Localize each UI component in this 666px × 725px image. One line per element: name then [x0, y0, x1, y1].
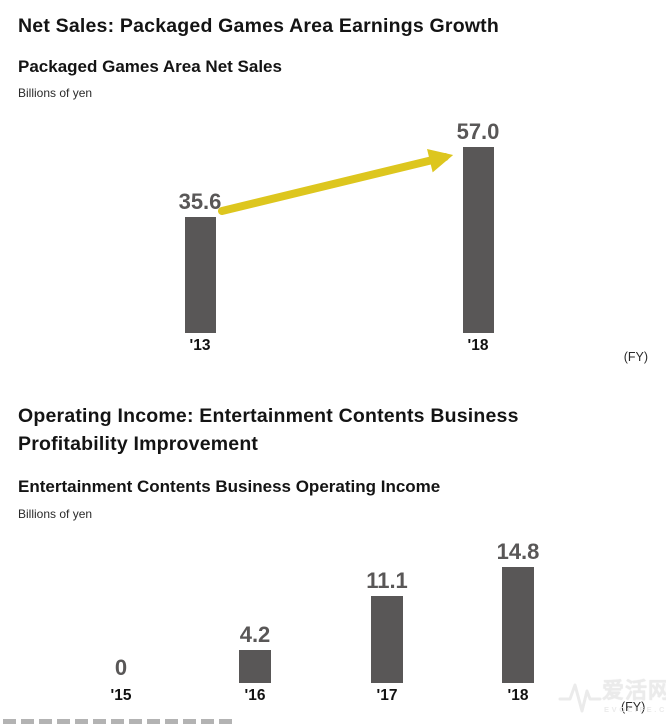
bar-value-label-15: 0: [114, 655, 128, 680]
fy-label-operating-income: (FY): [621, 700, 646, 714]
unit-label-operating-income: Billions of yen: [18, 507, 93, 521]
x-tick-label-17: '17: [376, 687, 398, 704]
section-title-net-sales: Net Sales: Packaged Games Area Earnings …: [18, 15, 499, 37]
x-tick-label-15: '15: [110, 687, 132, 704]
bar-value-label-13: 35.6: [178, 189, 222, 214]
x-tick-label-13: '13: [189, 337, 211, 354]
fy-label-net-sales: (FY): [623, 350, 648, 364]
section-title-operating-income: Operating Income: Entertainment Contents…: [18, 405, 519, 455]
cropped-next-section-text: [3, 719, 237, 724]
bar-16: [239, 650, 271, 683]
bar-value-label-17: 11.1: [366, 568, 408, 593]
chart-title-operating-income: Entertainment Contents Business Operatin…: [18, 477, 441, 496]
evolife-watermark: 爱活网 EVOLIFE.CN: [558, 672, 666, 722]
bar-18: [462, 147, 494, 333]
watermark-site-domain: EVOLIFE.CN: [604, 705, 666, 714]
watermark-site-name: 爱活网: [602, 678, 666, 703]
chart-title-net-sales: Packaged Games Area Net Sales: [18, 57, 282, 76]
x-tick-label-18: '18: [507, 687, 529, 704]
bar-value-label-16: 4.2: [239, 622, 271, 647]
bar-17: [371, 596, 403, 683]
pulse-icon: [558, 683, 602, 713]
bar-18: [502, 567, 534, 683]
x-tick-label-16: '16: [244, 687, 266, 704]
unit-label-net-sales: Billions of yen: [18, 86, 93, 100]
growth-arrow-icon: [218, 149, 454, 215]
x-tick-label-18: '18: [467, 337, 489, 354]
bar-13: [184, 217, 216, 333]
bar-value-label-18: 14.8: [496, 539, 540, 564]
bar-value-label-18: 57.0: [456, 119, 500, 144]
